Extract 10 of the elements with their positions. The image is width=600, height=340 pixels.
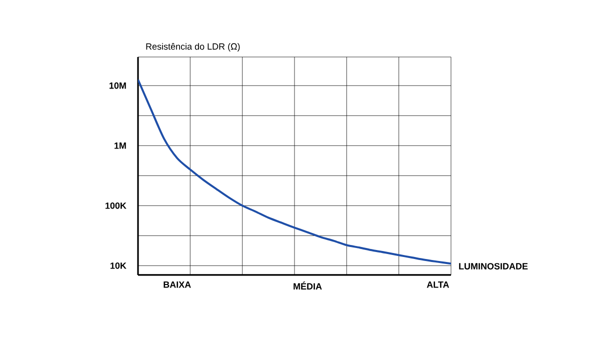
x-tick-label: BAIXA — [164, 282, 191, 288]
y-tick-label: 10M — [110, 82, 126, 89]
y-tick-label: 10K — [110, 262, 126, 269]
y-tick-label: 1M — [114, 142, 126, 149]
y-tick-label: 100K — [106, 202, 126, 209]
y-axis-title: Resistência do LDR (Ω) — [146, 43, 240, 52]
line-series — [138, 78, 451, 265]
x-axis-title: LUMINOSIDADE — [459, 263, 528, 270]
x-tick-label: ALTA — [426, 282, 450, 288]
x-tick-label: MÉDIA — [294, 282, 322, 290]
